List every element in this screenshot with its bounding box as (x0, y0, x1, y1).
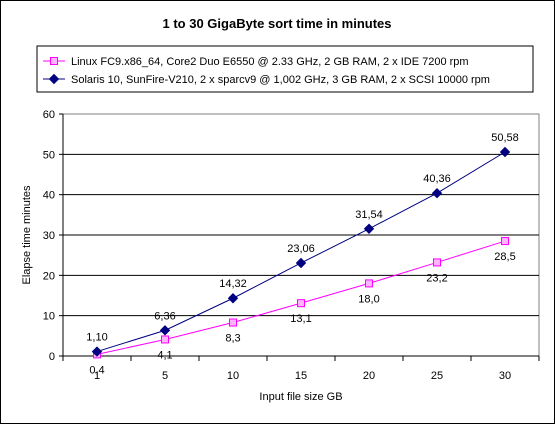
data-label: 18,0 (358, 293, 379, 305)
y-tick-label: 0 (49, 351, 55, 363)
data-point (433, 258, 441, 267)
data-point (91, 346, 103, 357)
x-tick-label: 5 (162, 370, 168, 382)
legend-marker (50, 57, 58, 65)
data-label: 8,3 (225, 333, 240, 345)
y-tick-label: 60 (43, 109, 55, 121)
x-tick-label: 15 (295, 370, 307, 382)
data-label: 28,5 (494, 251, 515, 263)
y-tick-label: 50 (43, 149, 55, 161)
data-point (295, 257, 307, 269)
data-point (227, 293, 239, 304)
y-tick-label: 30 (43, 230, 55, 242)
data-label: 31,54 (355, 209, 383, 221)
legend-entry: Linux FC9.x86_64, Core2 Duo E6550 @ 2.33… (71, 56, 469, 68)
series-layer: 0,4 4,1 8,3 13,1 18,0 23,2 28,5 1,10 6,36 14,32 23… (86, 132, 518, 376)
data-label: 23,2 (426, 272, 447, 284)
legend: Linux FC9.x86_64, Core2 Duo E6550 @ 2.33… (36, 45, 534, 93)
data-point (499, 146, 511, 158)
x-tick-label: 20 (363, 370, 375, 382)
x-tick-label: 30 (499, 370, 511, 382)
data-label: 4,1 (157, 349, 172, 361)
data-point (229, 318, 237, 327)
data-label: 13,1 (290, 313, 311, 325)
data-label: 0,4 (89, 364, 104, 376)
legend-entry: Solaris 10, SunFire-V210, 2 x sparcv9 @ … (71, 74, 490, 86)
y-tick-label: 40 (43, 190, 55, 202)
x-tick-label: 25 (431, 370, 443, 382)
x-axis-label: Input file size GB (259, 391, 342, 403)
data-label: 14,32 (219, 278, 247, 290)
x-tick-label: 10 (227, 370, 239, 382)
data-label: 50,58 (491, 132, 519, 144)
legend-marker (48, 73, 60, 85)
x-tick-label: 1 (94, 370, 100, 382)
data-label: 6,36 (154, 310, 175, 322)
series-1: 1,10 6,36 14,32 23,06 31,54 40,36 50,58 (86, 132, 519, 357)
series-0: 0,4 4,1 8,3 13,1 18,0 23,2 28,5 (89, 237, 516, 376)
data-point (161, 335, 169, 344)
y-tick-label: 20 (43, 270, 55, 282)
data-label: 23,06 (287, 243, 315, 255)
data-point (363, 223, 375, 234)
data-label: 40,36 (423, 173, 451, 185)
data-label: 1,10 (86, 332, 107, 344)
y-axis-label: Elapse time minutes (21, 185, 33, 285)
gridlines (63, 153, 539, 317)
data-point (365, 279, 373, 288)
data-point (159, 325, 171, 336)
data-point (431, 188, 443, 199)
y-tick-label: 10 (43, 311, 55, 323)
data-point (297, 299, 305, 308)
data-point (501, 237, 509, 246)
chart-title: 1 to 30 GigaByte sort time in minutes (163, 16, 392, 31)
